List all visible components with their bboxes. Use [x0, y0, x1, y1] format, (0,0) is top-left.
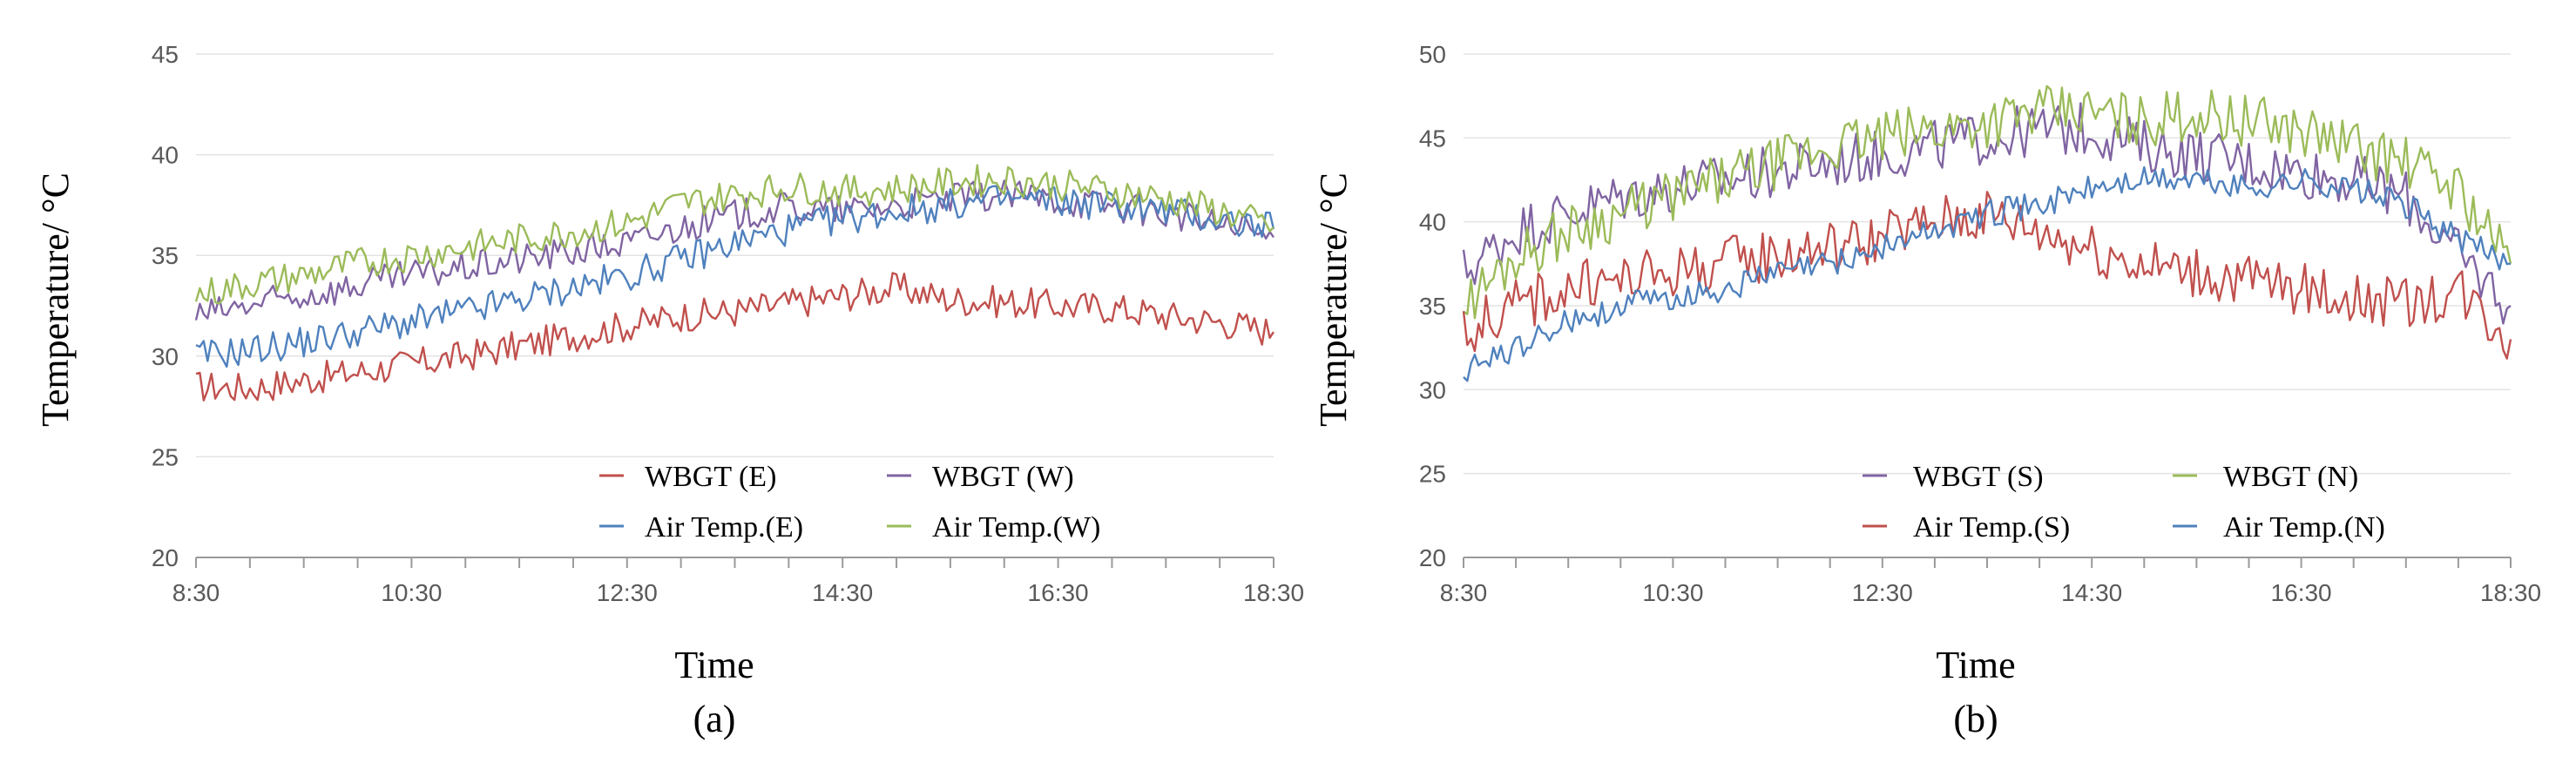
- y-axis-title: Temperature/ °C: [1312, 172, 1355, 427]
- panel-label: (a): [693, 698, 736, 740]
- y-tick-label: 40: [1419, 209, 1446, 236]
- legend-label-1: WBGT (W): [932, 461, 1074, 493]
- y-tick-label: 30: [1419, 376, 1446, 403]
- y-tick-label: 35: [152, 242, 179, 269]
- x-tick-label: 16:30: [2271, 579, 2332, 606]
- chart-panel-a: 20 25 30 35 40 45 8:30 10:30 12:30 14:30 16:30 18:…: [34, 41, 1304, 740]
- legend-label-2: Air Temp.(S): [1913, 511, 2070, 544]
- x-tick-label: 8:30: [172, 579, 220, 606]
- x-tick-label: 8:30: [1440, 579, 1488, 606]
- chart-panel-b: 20 25 30 35 40 45 50 8:30 10:30 12:30 14:30 16:30 1…: [1312, 41, 2541, 740]
- legend-label-0: WBGT (E): [645, 461, 776, 493]
- y-tick-label: 45: [1419, 125, 1446, 152]
- series-lines: [1464, 86, 2511, 381]
- x-tick-labels: 8:30 10:30 12:30 14:30 16:30 18:30: [172, 579, 1304, 606]
- series-lines: [196, 165, 1274, 401]
- y-tick-label: 20: [152, 544, 179, 571]
- x-axis-title: Time: [674, 644, 754, 686]
- axes: [196, 557, 1274, 568]
- x-tick-label: 12:30: [1852, 579, 1913, 606]
- x-tick-label: 14:30: [812, 579, 873, 606]
- y-tick-labels: 20 25 30 35 40 45: [152, 41, 179, 571]
- y-tick-label: 35: [1419, 293, 1446, 320]
- x-tick-label: 10:30: [381, 579, 442, 606]
- y-tick-label: 20: [1419, 544, 1446, 571]
- y-tick-labels: 20 25 30 35 40 45 50: [1419, 41, 1446, 571]
- legend-label-2: Air Temp.(E): [645, 511, 803, 544]
- x-tick-labels: 8:30 10:30 12:30 14:30 16:30 18:30: [1440, 579, 2541, 606]
- legend: WBGT (E) WBGT (W) Air Temp.(E) Air Temp.…: [599, 461, 1100, 544]
- y-tick-label: 45: [152, 41, 179, 68]
- y-tick-label: 25: [152, 443, 179, 470]
- legend-label-3: Air Temp.(W): [932, 511, 1100, 544]
- y-tick-label: 30: [152, 343, 179, 370]
- x-tick-label: 18:30: [1243, 579, 1304, 606]
- y-tick-label: 40: [152, 142, 179, 169]
- axes: [1464, 557, 2511, 568]
- legend-label-3: Air Temp.(N): [2223, 511, 2385, 544]
- y-axis-title: Temperature/ °C: [34, 172, 77, 427]
- x-tick-label: 12:30: [597, 579, 658, 606]
- legend-label-0: WBGT (S): [1913, 461, 2044, 493]
- x-tick-label: 18:30: [2480, 579, 2541, 606]
- x-axis-title: Time: [1936, 644, 2015, 686]
- figure: 20 25 30 35 40 45 8:30 10:30 12:30 14:30 16:30 18:…: [0, 0, 2576, 763]
- x-tick-label: 16:30: [1028, 579, 1089, 606]
- panel-label: (b): [1953, 698, 1998, 740]
- x-tick-label: 10:30: [1642, 579, 1703, 606]
- x-tick-label: 14:30: [2061, 579, 2122, 606]
- series-line: [196, 186, 1274, 367]
- y-tick-label: 50: [1419, 41, 1446, 68]
- y-tick-label: 25: [1419, 461, 1446, 488]
- legend-label-1: WBGT (N): [2223, 461, 2358, 493]
